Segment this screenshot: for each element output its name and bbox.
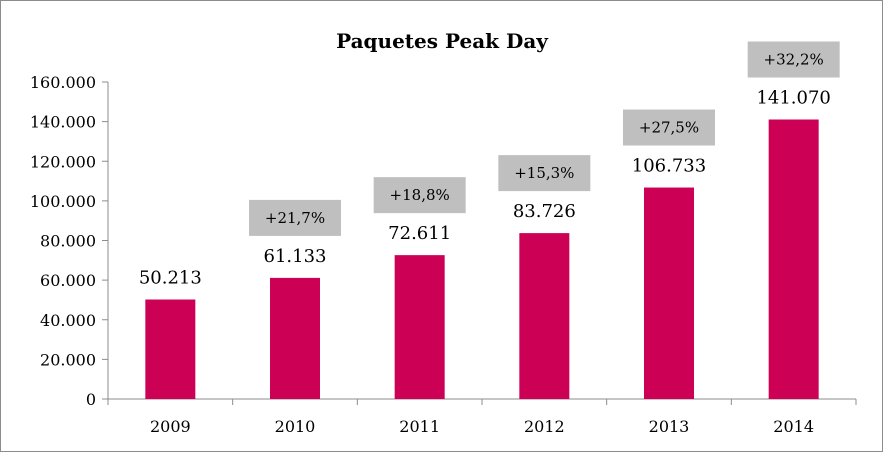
x-axis: 2009 2010 2011 2012 2013 2014 bbox=[107, 398, 857, 436]
x-tick-label: 2012 bbox=[524, 417, 565, 436]
growth-badge bbox=[249, 199, 341, 236]
growth-badge bbox=[747, 41, 840, 78]
y-axis: 0 20.000 40.000 60.000 80.000 100.000 120.000 1… bbox=[30, 73, 109, 409]
data-label: 106.733 bbox=[632, 156, 706, 177]
x-tick-label: 2011 bbox=[399, 417, 440, 436]
data-label: 141.070 bbox=[756, 88, 830, 109]
x-tick-label: 2014 bbox=[773, 417, 814, 436]
bar bbox=[270, 277, 320, 399]
y-tick-label: 20.000 bbox=[40, 350, 96, 369]
bar bbox=[644, 187, 694, 399]
growth-badge bbox=[373, 177, 466, 214]
growth-label: +21,7% bbox=[265, 209, 325, 227]
bar bbox=[145, 299, 196, 399]
bar bbox=[768, 119, 819, 399]
growth-badge bbox=[623, 109, 715, 146]
data-label: 72.611 bbox=[388, 223, 451, 244]
bar bbox=[519, 233, 570, 399]
x-tick-label: 2013 bbox=[649, 417, 690, 436]
x-tick-label: 2009 bbox=[150, 417, 191, 436]
y-tick-label: 60.000 bbox=[40, 271, 96, 290]
y-tick-label: 160.000 bbox=[30, 73, 96, 92]
growth-badge bbox=[498, 155, 591, 192]
chart-title: Paquetes Peak Day bbox=[336, 29, 549, 53]
y-tick-label: 140.000 bbox=[30, 113, 96, 132]
bars: 50.213 61.133 +21,7% 72.611 +18,8% 83.726 +15,… bbox=[139, 41, 840, 399]
data-label: 83.726 bbox=[513, 201, 576, 222]
growth-label: +32,2% bbox=[764, 51, 824, 69]
bar bbox=[394, 255, 445, 399]
data-label: 61.133 bbox=[264, 246, 327, 267]
y-tick-label: 40.000 bbox=[40, 311, 96, 330]
y-tick-label: 80.000 bbox=[40, 232, 96, 251]
y-tick-label: 100.000 bbox=[30, 192, 96, 211]
y-tick-label: 0 bbox=[86, 390, 96, 409]
growth-label: +15,3% bbox=[514, 164, 574, 182]
growth-label: +27,5% bbox=[639, 119, 699, 137]
y-tick-label: 120.000 bbox=[30, 152, 96, 171]
data-label: 50.213 bbox=[139, 268, 202, 289]
x-tick-label: 2010 bbox=[275, 417, 316, 436]
growth-label: +18,8% bbox=[390, 186, 450, 204]
